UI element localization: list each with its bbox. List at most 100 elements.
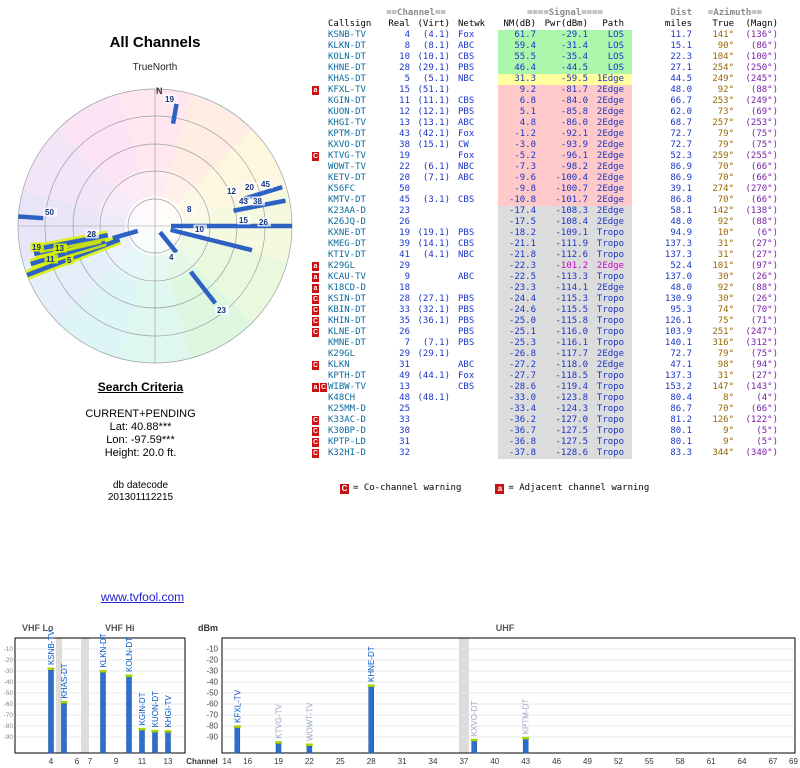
signal-bar-cap [470, 738, 478, 742]
y-axis-tick-label-left: -20 [4, 657, 14, 664]
signal-block: 9.2 -81.7 2Edge [498, 85, 632, 96]
channel-group-header: ==Channel== [386, 8, 446, 18]
tvfool-link[interactable]: www.tvfool.com [100, 590, 185, 604]
cell-real-channel: 30 [399, 426, 410, 436]
signal-bar-cap [99, 670, 107, 673]
cell-azimuth-true: 104° [712, 52, 734, 62]
table-row: KXNE-DT 19 (19.1) PBS -18.2 -109.1 Tropo 94.9 10… [312, 228, 792, 239]
cell-path: Tropo [596, 437, 624, 447]
table-row: K25MM-D 25 -33.4 -124.3 Tropo 86.7 70° (66°) [312, 404, 792, 415]
table-row: KPTM-DT 43 (42.1) Fox -1.2 -92.1 2Edge 72.7 79° (… [312, 129, 792, 140]
cell-virtual-channel [410, 327, 450, 338]
signal-bar-cap [275, 741, 282, 744]
true-north-label: TrueNorth [132, 62, 178, 73]
cell-nm-db: 31.3 [514, 74, 536, 84]
cell-power-dbm: -85.8 [560, 107, 588, 117]
cell-azimuth-magnetic: (312°) [745, 338, 778, 348]
cell-real-channel: 41 [399, 250, 410, 260]
radar-channel-label: 43 [239, 197, 248, 206]
cell-network: NBC [458, 250, 475, 260]
table-row: KMNE-DT 7 (7.1) PBS -25.3 -116.1 Tropo 140.1 316… [312, 338, 792, 349]
cell-virtual-channel: (19.1) [417, 228, 450, 238]
cell-nm-db: -25.1 [508, 327, 536, 337]
cell-real-channel: 32 [399, 448, 410, 458]
cell-power-dbm: -81.7 [560, 85, 588, 95]
cell-path: LOS [607, 63, 624, 73]
table-row: C K30BP-D 30 -36.7 -127.5 Tropo 80.1 9° (5°) [312, 426, 792, 437]
cell-network: PBS [458, 294, 475, 304]
cell-path: 2Edge [596, 195, 624, 205]
cell-distance-miles: 22.3 [670, 52, 692, 62]
signal-bar [471, 741, 477, 754]
cell-nm-db: -37.8 [508, 448, 536, 458]
cell-callsign: KPTP-LD [328, 437, 366, 447]
col-real: Real [388, 19, 410, 29]
signal-block: -9.8 -100.7 2Edge [498, 184, 632, 195]
cell-path: Tropo [596, 415, 624, 425]
radar-channel-label: 50 [45, 208, 54, 217]
col-nm: NM(dB) [503, 19, 536, 29]
cell-path: 2Edge [596, 162, 624, 172]
cell-azimuth-magnetic: (75°) [750, 349, 778, 359]
warning-flags [312, 195, 328, 206]
cell-distance-miles: 62.0 [670, 107, 692, 117]
warning-flags [312, 393, 328, 404]
cell-nm-db: -33.0 [508, 393, 536, 403]
cell-distance-miles: 52.4 [670, 261, 692, 271]
station-label: WOWT-TV [305, 702, 314, 741]
cell-nm-db: 55.5 [514, 52, 536, 62]
cell-distance-miles: 72.7 [670, 349, 692, 359]
cell-nm-db: 9.2 [519, 85, 536, 95]
cell-power-dbm: -29.1 [560, 30, 588, 40]
warning-flags: C [312, 316, 328, 327]
signal-block: -1.2 -92.1 2Edge [498, 129, 632, 140]
cell-power-dbm: -113.3 [555, 272, 588, 282]
cell-callsign: KUON-DT [328, 107, 366, 117]
col-path: Path [602, 19, 624, 29]
cell-real-channel: 12 [399, 107, 410, 117]
signal-block: -36.7 -127.5 Tropo [498, 426, 632, 437]
cell-azimuth-true: 9° [723, 437, 734, 447]
co-channel-text: = Co-channel warning [353, 483, 462, 493]
cell-real-channel: 20 [399, 173, 410, 183]
cell-network [450, 217, 486, 228]
cell-virtual-channel [410, 206, 450, 217]
x-axis-tick-label: 55 [645, 757, 654, 766]
cell-azimuth-magnetic: (66°) [750, 404, 778, 414]
co-channel-flag: C [340, 483, 349, 494]
station-label: KTVG-TV [275, 703, 284, 738]
radar-channel-label: 26 [259, 218, 268, 227]
cell-path: Tropo [596, 272, 624, 282]
cell-network: CBS [458, 96, 475, 106]
cell-distance-miles: 95.3 [670, 305, 692, 315]
signal-block: -33.4 -124.3 Tropo [498, 404, 632, 415]
signal-bar-cap [164, 730, 172, 733]
cell-virtual-channel: (15.1) [417, 140, 450, 150]
cell-path: 1Edge [596, 74, 624, 84]
signal-table: ==Channel== ====Signal==== Dist =Azimuth… [312, 8, 792, 459]
cell-distance-miles: 86.8 [670, 195, 692, 205]
cell-azimuth-true: 92° [717, 283, 734, 293]
cell-power-dbm: -114.1 [555, 283, 588, 293]
cell-path: 2Edge [596, 184, 624, 194]
cell-azimuth-magnetic: (253°) [745, 118, 778, 128]
cell-path: 2Edge [596, 283, 624, 293]
signal-bar-cap [60, 700, 68, 704]
cell-azimuth-magnetic: (97°) [750, 261, 778, 271]
cell-real-channel: 5 [404, 74, 410, 84]
cell-distance-miles: 86.7 [670, 404, 692, 414]
cell-real-channel: 11 [399, 96, 410, 106]
col-true: True [712, 19, 734, 29]
cell-power-dbm: -116.1 [555, 338, 588, 348]
cell-virtual-channel: (10.1) [417, 52, 450, 62]
radar-bar [233, 198, 286, 213]
y-axis-tick-label-left: -30 [4, 668, 14, 675]
cell-nm-db: 59.4 [514, 41, 536, 51]
band-gap-stripe [458, 638, 469, 753]
signal-block: -17.4 -108.3 2Edge [498, 206, 632, 217]
cell-network: CBS [458, 195, 475, 205]
signal-block: 61.7 -29.1 LOS [498, 30, 632, 41]
radar-label-bg [167, 252, 176, 262]
signal-block: 55.5 -35.4 LOS [498, 52, 632, 63]
station-label: KHAS-DT [60, 663, 69, 698]
